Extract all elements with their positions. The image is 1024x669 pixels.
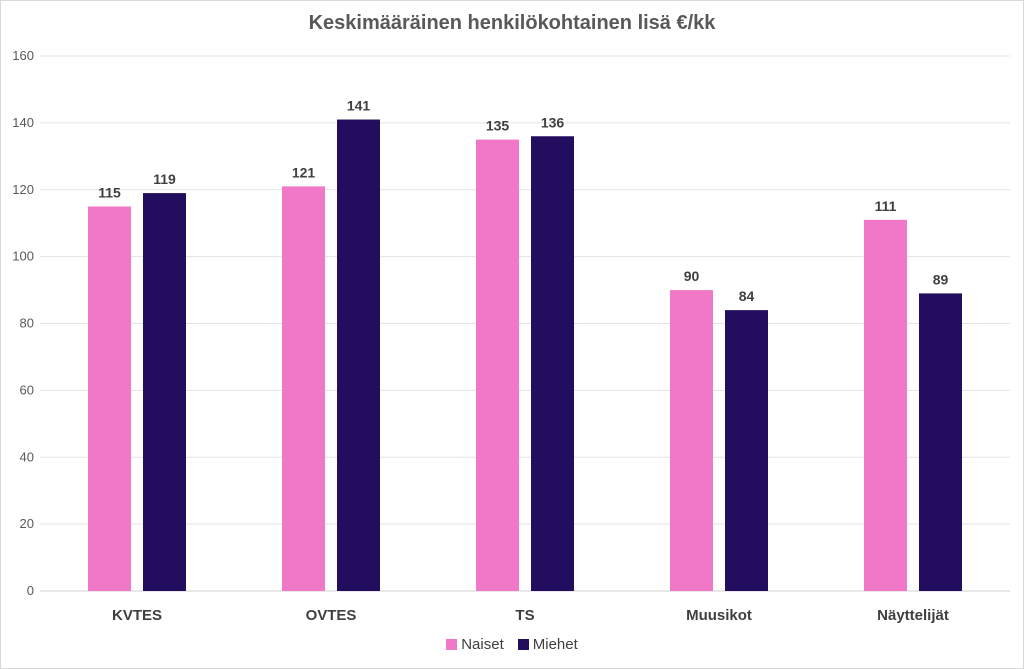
chart-title: Keskimääräinen henkilökohtainen lisä €/k… [308, 12, 716, 34]
y-tick-label: 140 [12, 115, 34, 130]
legend-swatch [446, 639, 458, 650]
data-label: 111 [875, 198, 897, 214]
y-tick-label: 160 [12, 48, 34, 63]
legend: Naiset Miehet [0, 636, 1024, 653]
data-label: 121 [292, 164, 316, 180]
bar-naiset [282, 186, 325, 591]
bar-miehet [725, 310, 768, 591]
bar-miehet [337, 119, 380, 591]
data-label: 84 [739, 288, 755, 304]
data-label: 141 [347, 98, 371, 114]
y-tick-label: 0 [27, 583, 34, 598]
legend-label: Miehet [532, 636, 578, 653]
y-tick-label: 60 [20, 382, 34, 397]
legend-label: Naiset [461, 636, 504, 653]
x-tick-label: KVTES [112, 607, 162, 624]
legend-swatch [517, 639, 529, 650]
x-tick-label: Muusikot [686, 607, 752, 624]
y-tick-label: 20 [20, 516, 34, 531]
data-label: 115 [98, 184, 121, 200]
bar-miehet [143, 193, 186, 591]
x-tick-label: OVTES [306, 607, 357, 624]
y-tick-label: 120 [12, 182, 34, 197]
data-label: 89 [933, 271, 949, 287]
legend-item: Miehet [517, 636, 578, 653]
y-tick-label: 80 [20, 316, 34, 331]
x-tick-label: TS [515, 607, 534, 624]
bar-miehet [531, 136, 574, 591]
y-tick-label: 100 [12, 249, 34, 264]
data-label: 136 [541, 114, 565, 130]
y-tick-label: 40 [20, 449, 34, 464]
bar-miehet [919, 293, 962, 591]
x-tick-label: Näyttelijät [877, 607, 949, 624]
bar-naiset [864, 219, 907, 591]
bar-naiset [476, 139, 519, 591]
bar-naiset [670, 290, 713, 591]
bar-naiset [88, 206, 131, 591]
data-label: 90 [684, 268, 700, 284]
legend-item: Naiset [446, 636, 504, 653]
data-label: 135 [486, 118, 510, 134]
data-label: 119 [153, 171, 176, 187]
